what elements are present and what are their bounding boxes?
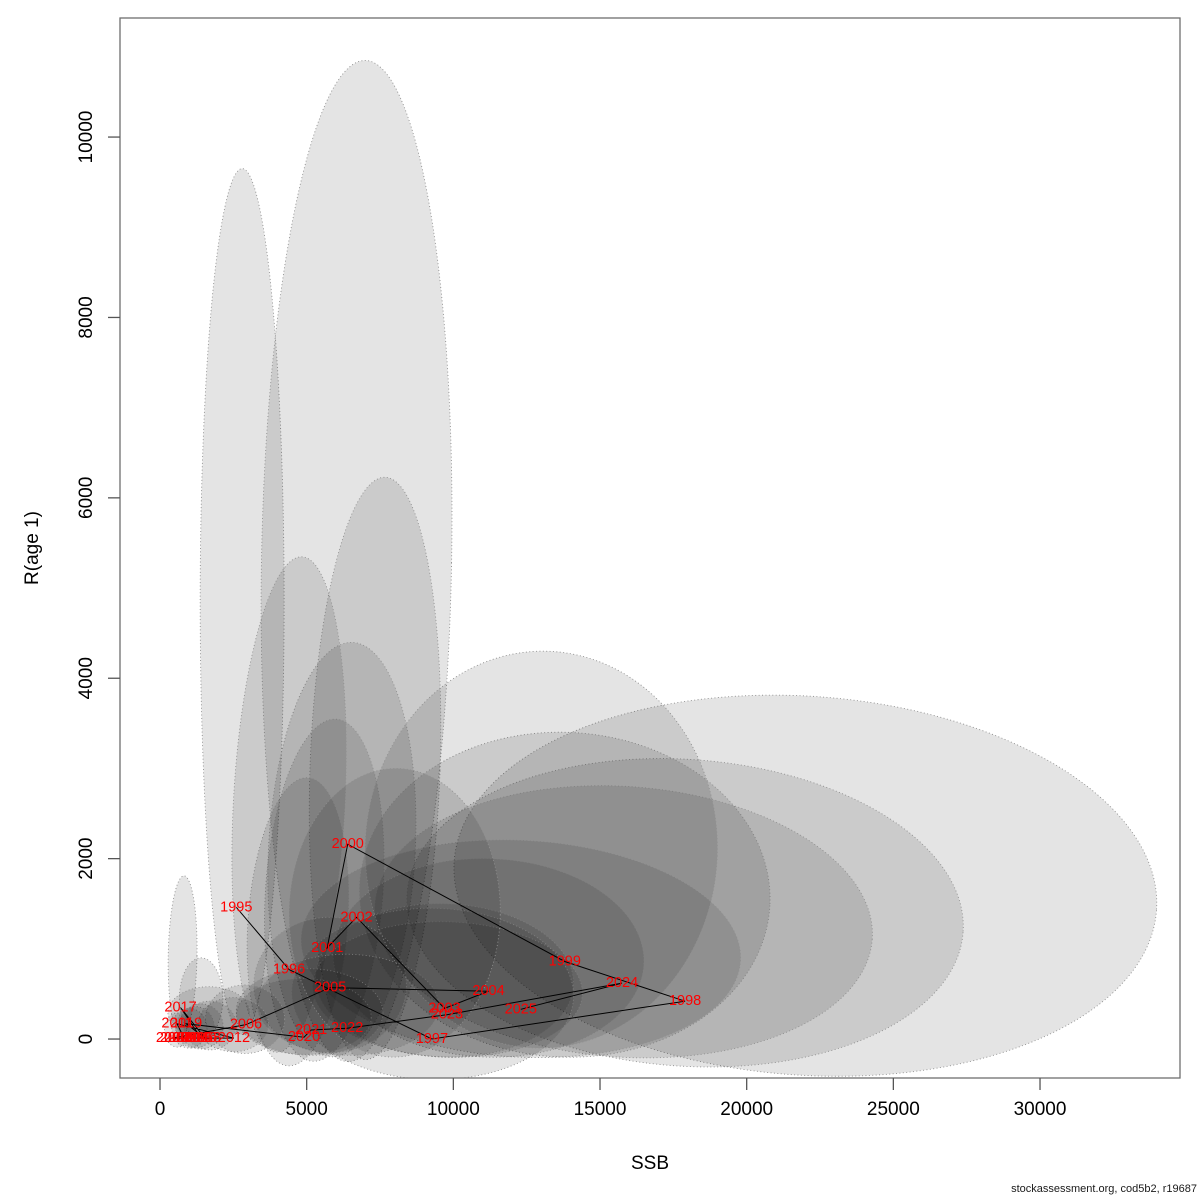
year-label: 2008 <box>160 1030 192 1046</box>
x-tick-label: 0 <box>155 1099 166 1120</box>
y-tick-label: 2000 <box>76 837 97 879</box>
year-label: 2001 <box>311 940 343 956</box>
x-tick-label: 20000 <box>720 1099 773 1120</box>
confidence-ellipse <box>167 875 198 1037</box>
confidence-ellipse <box>308 476 442 1061</box>
year-label: 2022 <box>331 1020 363 1036</box>
year-label: 2002 <box>340 909 372 925</box>
confidence-ellipse <box>374 785 873 1059</box>
year-label: 1999 <box>549 953 581 969</box>
year-label: 1995 <box>220 899 252 915</box>
x-tick-label: 25000 <box>867 1099 920 1120</box>
year-label: 2011 <box>161 1016 192 1032</box>
year-label: 2004 <box>472 983 504 999</box>
year-label: 2019 <box>170 1016 202 1032</box>
year-label: 2024 <box>606 975 638 991</box>
plot-area: 1995 1996 1997 1998 1999 2000 2001 2002 2003 2004… <box>156 60 1158 1078</box>
year-label: 2009 <box>164 1030 196 1046</box>
confidence-ellipse <box>253 916 407 1054</box>
year-label: 2021 <box>295 1022 327 1038</box>
x-tick-label: 10000 <box>427 1099 480 1120</box>
year-label: 1998 <box>669 993 701 1009</box>
y-tick-label: 0 <box>76 1034 97 1045</box>
year-label: 2012 <box>218 1030 250 1046</box>
confidence-ellipse <box>406 758 964 1068</box>
year-label: 2023 <box>431 1007 463 1023</box>
trajectory-line <box>171 843 686 1040</box>
year-label: 2020 <box>288 1029 320 1045</box>
year-label: 2006 <box>230 1017 262 1033</box>
y-axis-title: R(age 1) <box>22 511 43 585</box>
year-label: 2000 <box>332 836 364 852</box>
credit-text: stockassessment.org, cod5b2, r19687 <box>1011 1183 1197 1195</box>
x-axis-title: SSB <box>631 1153 669 1174</box>
year-label: 2015 <box>181 1030 213 1046</box>
confidence-ellipse <box>235 978 372 1055</box>
plot-border <box>119 17 1181 1079</box>
year-label: 2005 <box>314 980 346 996</box>
confidence-ellipse <box>291 907 575 1078</box>
y-tick-label: 4000 <box>76 657 97 699</box>
y-tick-label: 10000 <box>76 111 97 164</box>
year-label: 2010 <box>168 1030 200 1046</box>
x-tick-label: 30000 <box>1014 1099 1067 1120</box>
x-tick-label: 5000 <box>286 1099 328 1120</box>
confidence-ellipse <box>332 858 645 1058</box>
confidence-ellipse <box>264 718 385 1062</box>
year-label: 2003 <box>428 1000 460 1016</box>
year-label: 2013 <box>173 1030 205 1046</box>
y-tick-label: 8000 <box>76 296 97 338</box>
confidence-ellipse <box>199 168 285 1035</box>
confidence-ellipse <box>288 768 501 1058</box>
confidence-ellipse <box>453 694 1158 1077</box>
year-label: 2025 <box>505 1001 537 1017</box>
confidence-ellipse <box>300 839 742 1058</box>
confidence-ellipse <box>364 650 718 1049</box>
x-tick-label: 15000 <box>574 1099 627 1120</box>
year-label: 2017 <box>164 999 196 1015</box>
year-label: 2018 <box>189 1030 221 1046</box>
year-label: 2007 <box>156 1030 188 1046</box>
confidence-ellipse <box>256 953 440 1056</box>
y-tick-label: 6000 <box>76 477 97 519</box>
year-label: 1997 <box>416 1031 448 1047</box>
confidence-ellipse <box>267 641 417 1058</box>
year-label: 1996 <box>273 962 305 978</box>
year-label: 2016 <box>185 1030 217 1046</box>
year-label: 2014 <box>177 1030 209 1046</box>
